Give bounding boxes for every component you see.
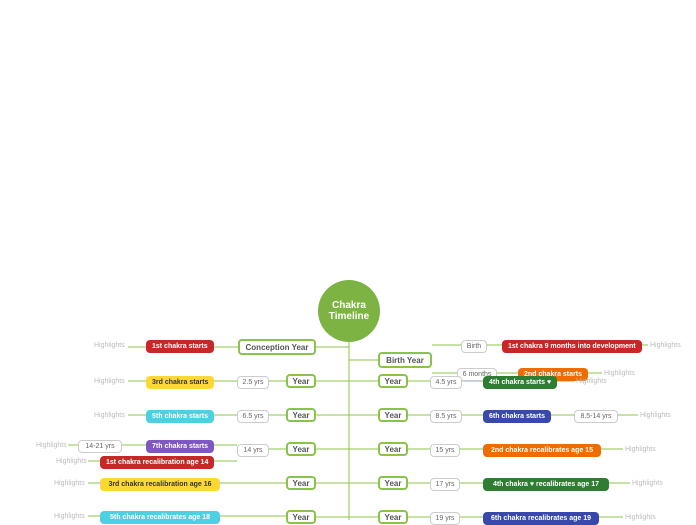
center-title-1: Chakra <box>329 300 369 311</box>
highlight-label: Highlights <box>56 458 87 465</box>
age-node: 4.5 yrs <box>430 376 462 389</box>
year-node: Year <box>378 374 408 388</box>
chakra-node: 3rd chakra starts <box>146 376 214 389</box>
chakra-node: 6th chakra starts <box>483 410 551 423</box>
age-node: 15 yrs <box>430 444 460 457</box>
center-title-2: Timeline <box>329 311 369 322</box>
chakra-node: 3rd chakra recalibration age 16 <box>100 478 220 491</box>
highlight-label: Highlights <box>94 342 125 349</box>
highlight-label: Highlights <box>36 442 67 449</box>
year-node: Year <box>286 442 316 456</box>
chakra-node: 6th chakra recalibrates age 19 <box>483 512 599 525</box>
chakra-node: 2nd chakra recalibrates age 15 <box>483 444 601 457</box>
age-node: 14-21 yrs <box>78 440 122 453</box>
highlight-label: Highlights <box>54 480 85 487</box>
center-node: Chakra Timeline <box>318 280 380 342</box>
age-node: 8.5-14 yrs <box>574 410 618 423</box>
age-node: Birth <box>461 340 487 353</box>
chakra-node: 5th chakra starts <box>146 410 214 423</box>
chakra-node: 4th chakra ♥ recalibrates age 17 <box>483 478 609 491</box>
year-node: Year <box>286 408 316 422</box>
year-node: Year <box>286 476 316 490</box>
year-node: Year <box>378 510 408 524</box>
age-node: 8.5 yrs <box>430 410 462 423</box>
year-node: Birth Year <box>378 352 432 368</box>
highlight-label: Highlights <box>94 378 125 385</box>
age-node: 6.5 yrs <box>237 410 269 423</box>
age-node: 17 yrs <box>430 478 460 491</box>
age-node: 19 yrs <box>430 512 460 525</box>
year-node: Year <box>378 442 408 456</box>
chakra-node: 7th chakra starts <box>146 440 214 453</box>
highlight-label: Highlights <box>640 412 671 419</box>
year-node: Conception Year <box>238 339 316 355</box>
highlight-label: Highlights <box>650 342 681 349</box>
year-node: Year <box>378 408 408 422</box>
chakra-node: 1st chakra 9 months into development <box>502 340 642 353</box>
year-node: Year <box>378 476 408 490</box>
highlight-label: Highlights <box>625 446 656 453</box>
highlight-label: Highlights <box>632 480 663 487</box>
age-node: 2.5 yrs <box>237 376 269 389</box>
year-node: Year <box>286 510 316 524</box>
mindmap-canvas: Chakra Timeline Conception Year Birth Yea… <box>0 0 696 520</box>
highlight-label: Highlights <box>94 412 125 419</box>
highlight-label: Highlights <box>604 370 635 377</box>
highlight-label: Highlights <box>54 513 85 520</box>
age-node: 14 yrs <box>237 444 269 457</box>
chakra-node: 5th chakra recalibrates age 18 <box>100 511 220 524</box>
highlight-label: Highlights <box>576 378 607 385</box>
chakra-node: 1st chakra starts <box>146 340 214 353</box>
year-node: Year <box>286 374 316 388</box>
chakra-node: 4th chakra starts ♥ <box>483 376 557 389</box>
chakra-node: 1st chakra recalibration age 14 <box>100 456 214 469</box>
